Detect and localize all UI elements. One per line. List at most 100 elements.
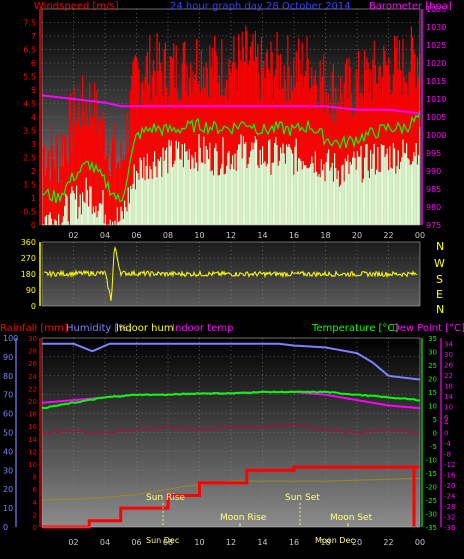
wind-x-tick: 08 (163, 231, 173, 240)
temp-y-tick: 25 (428, 362, 437, 370)
temp-y-tick: 35 (428, 335, 437, 343)
wind-x-tick: 04 (100, 231, 110, 240)
wind-y-tick: 7.5 (23, 19, 36, 28)
dew-point-legend: Dew Point [°C] (392, 323, 464, 334)
rain-y-tick: 28 (28, 348, 37, 356)
wind-y-tick: 3.5 (23, 127, 36, 136)
baro-y-tick: 990 (426, 167, 441, 176)
bottom-x-tick: 06 (131, 538, 141, 547)
wind-y-tick: 6 (31, 59, 36, 68)
dew-point-line (41, 423, 421, 434)
dew-y-tick: -4 (444, 440, 452, 448)
temp-y-tick: -25 (426, 497, 437, 505)
baro-y-tick: 1020 (426, 59, 446, 68)
baro-y-tick: 975 (426, 221, 441, 230)
average-wind-line (41, 110, 421, 204)
compass-w: W (434, 257, 445, 270)
wind-panel-frame (41, 8, 421, 226)
baro-y-tick: 1005 (426, 113, 446, 122)
dew-y-tick: -36 (444, 524, 456, 532)
temp-y-tick: -5 (430, 443, 437, 451)
dew-y-tick: 18 (444, 382, 453, 390)
ticks-layer: 0 0.5 1 1.5 2 2.5 3 3.5 4 4.5 5 5.5 6 6.5 7 7.5 975 980 98… (3, 5, 456, 547)
wind-direction-trace (43, 245, 418, 301)
humidity-y-tick: 60 (3, 410, 13, 419)
bottom-x-tick: 22 (383, 538, 393, 547)
graph-title: 24 hour graph day 28 October 2014 (170, 1, 351, 12)
wind-layer (41, 25, 421, 225)
rain-y-tick: 8 (33, 474, 37, 482)
baro-y-tick: 995 (426, 149, 441, 158)
wind-y-tick: 2 (31, 167, 36, 176)
moon-set-label: Moon Set (330, 513, 373, 523)
wind-x-tick: 02 (68, 231, 78, 240)
bottom-layer (41, 342, 421, 529)
compass-n-bottom: N (436, 303, 444, 316)
rain-y-tick: 10 (28, 461, 37, 469)
indoor-temp-legend: Indoor temp (172, 323, 233, 334)
windspeed-title: Windspeed [m/s] (34, 1, 119, 12)
dew-y-tick: 6 (444, 414, 449, 422)
baro-y-tick: 1025 (426, 41, 446, 50)
rain-y-tick: 24 (28, 373, 37, 381)
temp-y-tick: -10 (426, 457, 437, 465)
rain-y-tick: 30 (28, 335, 37, 343)
dew-y-tick: 14 (444, 393, 453, 401)
bottom-x-tick: 20 (352, 538, 362, 547)
dew-y-tick: -32 (444, 514, 455, 522)
bottom-x-tick: 04 (100, 538, 110, 547)
rain-y-tick: 6 (33, 486, 38, 494)
compass-s: S (436, 273, 443, 286)
dir-y-tick: 0 (31, 302, 36, 311)
dir-y-tick: 270 (21, 254, 36, 263)
humidity-line (42, 342, 421, 381)
bottom-x-tick: 16 (289, 538, 299, 547)
dew-y-tick: -28 (444, 503, 455, 511)
wind-x-tick: 14 (257, 231, 267, 240)
wind-y-tick: 3 (31, 140, 36, 149)
wind-y-tick: 0 (31, 221, 36, 230)
temperature-legend: Temperature [°C] (311, 323, 398, 334)
baro-y-tick: 1015 (426, 77, 446, 86)
temp-y-tick: 10 (428, 403, 437, 411)
sun-dec-label: Sun Dec (146, 536, 179, 545)
dew-y-tick: 30 (444, 351, 453, 359)
humidity-legend: Humidity [%] (66, 323, 132, 334)
temp-y-tick: -30 (426, 511, 437, 519)
rainfall-legend: Rainfall [mm] (0, 323, 68, 334)
temp-y-tick: 15 (428, 389, 437, 397)
rain-y-tick: 0 (33, 524, 37, 532)
rain-y-tick: 14 (28, 436, 37, 444)
humidity-y-tick: 0 (3, 523, 8, 532)
dir-y-tick: 360 (21, 238, 36, 247)
rain-y-tick: 16 (28, 423, 37, 431)
dew-y-tick: -20 (444, 482, 455, 490)
sun-rise-label: Sun Rise (146, 493, 185, 503)
rain-y-tick: 18 (28, 411, 37, 419)
rain-y-tick: 20 (28, 398, 37, 406)
humidity-y-tick: 10 (3, 504, 13, 513)
humidity-y-tick: 40 (3, 447, 13, 456)
indoor-hum-legend: Indoor hum (116, 323, 174, 334)
dew-y-tick: -16 (444, 472, 456, 480)
baro-y-tick: 1035 (426, 5, 446, 14)
baro-y-tick: 985 (426, 185, 441, 194)
rain-y-tick: 12 (28, 448, 37, 456)
bottom-x-tick: 14 (257, 538, 267, 547)
wind-y-tick: 5 (31, 86, 36, 95)
wind-y-tick: 6.5 (23, 46, 36, 55)
humidity-y-tick: 80 (3, 372, 13, 381)
dew-y-tick: 26 (444, 361, 453, 369)
rain-rate-line (41, 477, 421, 501)
dew-y-tick: -24 (444, 493, 456, 501)
bottom-x-tick: 08 (163, 538, 173, 547)
bottom-x-tick: 00 (415, 538, 425, 547)
dew-y-tick: -12 (444, 461, 455, 469)
temperature-line (41, 390, 421, 409)
humidity-y-tick: 20 (3, 485, 13, 494)
humidity-y-tick: 100 (3, 334, 18, 343)
wind-y-tick: 4.5 (23, 100, 36, 109)
wind-y-tick: 4 (31, 113, 36, 122)
